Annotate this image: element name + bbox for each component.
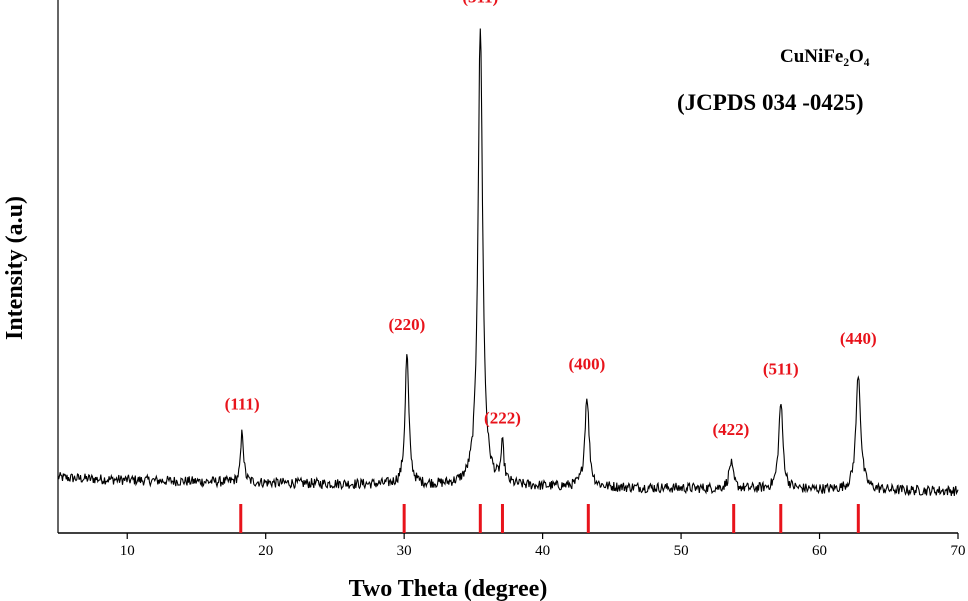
x-tick-label: 60: [812, 543, 827, 559]
peak-label: (511): [763, 359, 799, 378]
xrd-pattern-line: [57, 28, 959, 497]
x-ticks: 10 20 30 40 50 60 70: [120, 533, 966, 559]
reference-label: (JCPDS 034 -0425): [677, 90, 864, 115]
peak-label: (220): [389, 315, 426, 334]
compound-label: CuNiFe₂O₄: [780, 46, 870, 67]
x-tick-label: 70: [951, 543, 966, 559]
x-tick-label: 50: [674, 543, 689, 559]
x-tick-label: 20: [258, 543, 273, 559]
x-axis-title: Two Theta (degree): [349, 576, 548, 601]
peak-label: (440): [840, 329, 877, 348]
x-tick-label: 10: [120, 543, 135, 559]
y-axis-title: Intensity (a.u): [2, 196, 28, 340]
reference-lines: [239, 504, 860, 533]
x-tick-label: 40: [535, 543, 550, 559]
peak-labels: (111) (220) (311) (222) (400) (422) (511) (440): [225, 0, 877, 439]
peak-label: (222): [484, 409, 521, 428]
peak-label: (311): [462, 0, 498, 6]
peak-label: (422): [713, 420, 750, 439]
x-tick-label: 30: [397, 543, 412, 559]
plot-frame: [57, 0, 958, 534]
peak-label: (111): [225, 394, 260, 413]
peak-label: (400): [569, 355, 606, 374]
